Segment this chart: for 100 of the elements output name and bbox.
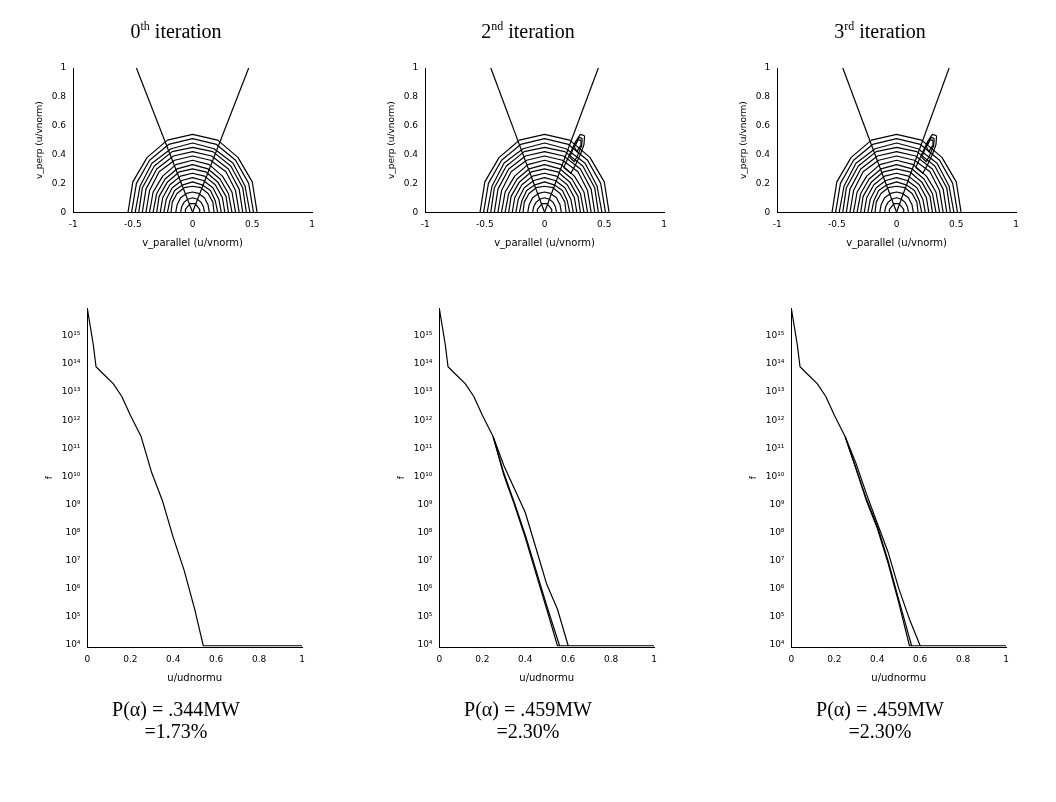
- y-tick-label: 10⁶: [417, 582, 433, 593]
- x-tick-label: 1: [651, 653, 657, 664]
- y-axis-title: v_perp (u/vnorm): [385, 101, 396, 180]
- y-tick-label: 0.8: [755, 91, 771, 102]
- x-tick-label: -1: [68, 218, 78, 229]
- y-tick-label: 1: [764, 62, 771, 73]
- y-tick-label: 10⁸: [769, 526, 785, 537]
- x-tick-label: 0.5: [597, 218, 612, 229]
- x-tick-label: 0: [436, 653, 443, 664]
- text: P(α) = .459MW: [816, 698, 944, 720]
- x-tick-label: 0: [189, 218, 196, 229]
- y-tick-label: 10¹⁰: [61, 470, 81, 481]
- y-axis-title: f: [395, 475, 406, 480]
- x-axis-title: v_parallel (u/vnorm): [494, 236, 596, 249]
- y-tick-label: 10¹⁵: [61, 330, 81, 341]
- x-tick-label: -1: [772, 218, 782, 229]
- y-tick-label: 10¹²: [413, 414, 433, 425]
- y-tick-label: 0.8: [51, 91, 67, 102]
- y-tick-label: 10¹⁰: [765, 470, 785, 481]
- x-axis-title: v_parallel (u/vnorm): [846, 236, 948, 249]
- y-axis-title: f: [747, 475, 758, 480]
- x-tick-label: 0: [84, 653, 91, 664]
- x-tick-label: 0.4: [518, 653, 533, 664]
- x-tick-label: 0.2: [827, 653, 842, 664]
- y-tick-label: 10⁸: [65, 526, 81, 537]
- y-tick-label: 10⁴: [65, 638, 81, 649]
- y-tick-label: 0.8: [403, 91, 419, 102]
- y-tick-label: 10⁷: [769, 554, 785, 565]
- chart-title: 2$^{nd}$ iteration: [481, 18, 575, 44]
- x-tick-label: 1: [299, 653, 305, 664]
- y-tick-label: 10⁴: [769, 638, 785, 649]
- x-tick-label: 0.2: [123, 653, 138, 664]
- text: =1.73%: [144, 720, 208, 742]
- x-tick-label: 0: [788, 653, 795, 664]
- y-tick-label: 1: [412, 62, 419, 73]
- text: P(α) = .459MW: [464, 698, 592, 720]
- x-tick-label: -1: [420, 218, 430, 229]
- x-tick-label: -0.5: [828, 218, 846, 229]
- x-tick-label: -0.5: [476, 218, 494, 229]
- x-axis-title: u/udnormu: [167, 671, 223, 683]
- chart-title: 3$^{rd}$ iteration: [834, 18, 926, 44]
- y-axis-title: v_perp (u/vnorm): [33, 101, 44, 180]
- y-tick-label: 10⁸: [417, 526, 433, 537]
- y-tick-label: 10⁶: [769, 582, 785, 593]
- x-tick-label: -0.5: [124, 218, 142, 229]
- x-axis-title: u/udnormu: [871, 671, 927, 683]
- y-tick-label: 10¹⁴: [765, 358, 785, 369]
- y-tick-label: 10¹⁴: [413, 358, 433, 369]
- y-tick-label: 0.2: [403, 177, 419, 188]
- text: =2.30%: [496, 720, 560, 742]
- y-tick-label: 10¹³: [413, 386, 433, 397]
- y-tick-label: 0.2: [755, 177, 771, 188]
- y-tick-label: 10¹³: [765, 386, 785, 397]
- y-tick-label: 10¹⁰: [413, 470, 433, 481]
- x-tick-label: 0.2: [475, 653, 490, 664]
- y-tick-label: 10⁴: [417, 638, 433, 649]
- y-tick-label: 10⁹: [65, 498, 81, 509]
- y-tick-label: 0: [60, 206, 67, 217]
- x-tick-label: 0.6: [209, 653, 224, 664]
- y-tick-label: 10⁷: [65, 554, 81, 565]
- text: =2.30%: [848, 720, 912, 742]
- y-tick-label: 0.6: [755, 120, 771, 131]
- y-tick-label: 10⁹: [417, 498, 433, 509]
- x-tick-label: 0.4: [166, 653, 181, 664]
- y-axis-title: v_perp (u/vnorm): [737, 101, 748, 180]
- y-tick-label: 0: [764, 206, 771, 217]
- x-axis-title: u/udnormu: [519, 671, 575, 683]
- y-tick-label: 10¹¹: [765, 442, 785, 453]
- y-tick-label: 0.4: [755, 148, 771, 159]
- y-tick-label: 1: [60, 62, 67, 73]
- text: P(α) = .344MW: [112, 698, 240, 720]
- y-tick-label: 0: [412, 206, 419, 217]
- x-tick-label: 0.6: [913, 653, 928, 664]
- y-tick-label: 0.4: [51, 148, 67, 159]
- y-tick-label: 0.4: [403, 148, 419, 159]
- y-tick-label: 10¹²: [61, 414, 81, 425]
- y-tick-label: 10⁵: [769, 610, 785, 621]
- y-tick-label: 0.2: [51, 177, 67, 188]
- x-tick-label: 1: [661, 218, 667, 229]
- x-tick-label: 0: [541, 218, 548, 229]
- y-tick-label: 0.6: [51, 120, 67, 131]
- x-tick-label: 0.6: [561, 653, 576, 664]
- x-axis-title: v_parallel (u/vnorm): [142, 236, 244, 249]
- y-tick-label: 10¹¹: [61, 442, 81, 453]
- x-tick-label: 0.5: [245, 218, 260, 229]
- y-tick-label: 10⁵: [417, 610, 433, 621]
- x-tick-label: 1: [309, 218, 315, 229]
- y-tick-label: 10¹¹: [413, 442, 433, 453]
- chart-title: 0$^{th}$ iteration: [130, 18, 222, 44]
- y-tick-label: 0.6: [403, 120, 419, 131]
- x-tick-label: 0.8: [955, 653, 971, 664]
- y-tick-label: 10¹⁴: [61, 358, 81, 369]
- y-tick-label: 10⁷: [417, 554, 433, 565]
- y-tick-label: 10⁶: [65, 582, 81, 593]
- x-tick-label: 0.8: [603, 653, 619, 664]
- y-tick-label: 10⁹: [769, 498, 785, 509]
- y-tick-label: 10⁵: [65, 610, 81, 621]
- x-tick-label: 0.4: [870, 653, 885, 664]
- y-tick-label: 10¹⁵: [765, 330, 785, 341]
- x-tick-label: 0.5: [949, 218, 964, 229]
